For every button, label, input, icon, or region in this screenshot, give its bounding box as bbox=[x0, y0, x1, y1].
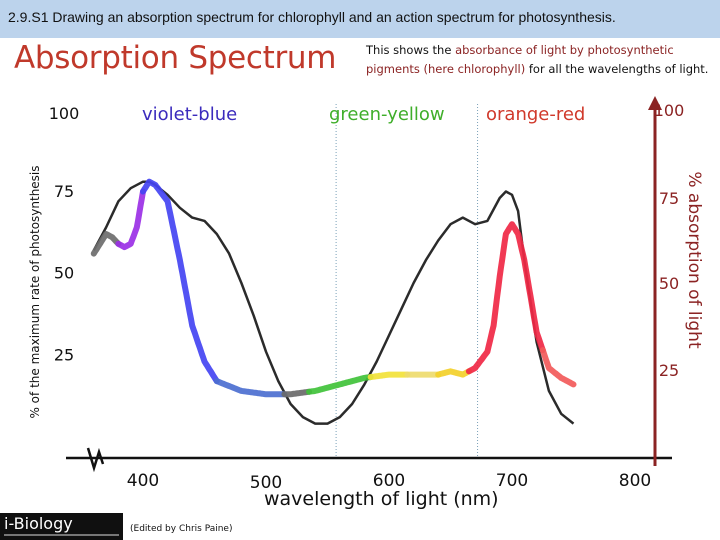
action-curve-segment-5 bbox=[306, 374, 374, 395]
logo-underline bbox=[4, 534, 119, 536]
action-curve-segment-0 bbox=[90, 231, 122, 257]
x-tick-600: 600 bbox=[373, 471, 405, 491]
y-left-tick-100: 100 bbox=[49, 104, 80, 123]
x-tick-700: 700 bbox=[496, 471, 528, 491]
axes-layer bbox=[66, 96, 672, 473]
x-tick-500: 500 bbox=[250, 473, 282, 493]
x-tick-400: 400 bbox=[127, 471, 159, 491]
description: This shows the absorbance of light by ph… bbox=[366, 41, 718, 79]
topbar-text: 2.9.S1 Drawing an absorption spectrum fo… bbox=[8, 9, 616, 25]
slide-title: Absorption Spectrum bbox=[14, 40, 337, 76]
x-axis-break bbox=[86, 447, 105, 473]
y-axis-label-right: % absorption of light bbox=[684, 171, 704, 349]
ticks-layer: 400 500 600 700 800 100 75 50 25 100 75 50 25 bbox=[49, 101, 685, 493]
action-curve-segment-6 bbox=[367, 371, 411, 381]
x-axis-label: wavelength of light (nm) bbox=[264, 488, 499, 510]
y-right-tick-75: 75 bbox=[659, 189, 679, 208]
y-right-tick-50: 50 bbox=[659, 274, 679, 293]
y-left-tick-25: 25 bbox=[54, 345, 74, 364]
i-biology-logo: i-Biology bbox=[0, 513, 123, 540]
curves-layer bbox=[90, 178, 577, 425]
action-curve-segment-10 bbox=[539, 347, 577, 388]
region-label-violet-blue: violet-blue bbox=[142, 104, 238, 125]
region-label-green-yellow: green-yellow bbox=[329, 104, 445, 125]
credit-text: (Edited by Chris Paine) bbox=[130, 524, 233, 534]
action-curve-segment-4 bbox=[281, 388, 313, 398]
action-curve-segment-1 bbox=[115, 188, 146, 251]
x-tick-800: 800 bbox=[619, 471, 651, 491]
logo-text: i-Biology bbox=[4, 514, 73, 533]
y-left-tick-75: 75 bbox=[54, 182, 74, 201]
topbar: 2.9.S1 Drawing an absorption spectrum fo… bbox=[0, 0, 720, 38]
y-right-tick-100: 100 bbox=[654, 101, 685, 120]
right-axis-arrow bbox=[648, 96, 662, 110]
y-axis-label-left: % of the maximum rate of photosynthesis bbox=[28, 165, 42, 419]
action-curve-segment-9 bbox=[465, 221, 546, 375]
absorption-curve bbox=[92, 180, 575, 425]
region-label-orange-red: orange-red bbox=[486, 104, 586, 125]
action-curve-segment-8 bbox=[435, 368, 472, 378]
action-curve-segment-2 bbox=[140, 178, 220, 385]
desc-part-3: for all the wavelengths of light. bbox=[525, 62, 709, 76]
desc-part-1: This shows the bbox=[366, 43, 456, 57]
desc-part-2: absorbance of light by photosynthetic pi… bbox=[366, 43, 674, 76]
y-left-tick-50: 50 bbox=[54, 264, 74, 283]
action-curve-segment-3 bbox=[213, 378, 288, 398]
y-right-tick-25: 25 bbox=[659, 361, 679, 380]
